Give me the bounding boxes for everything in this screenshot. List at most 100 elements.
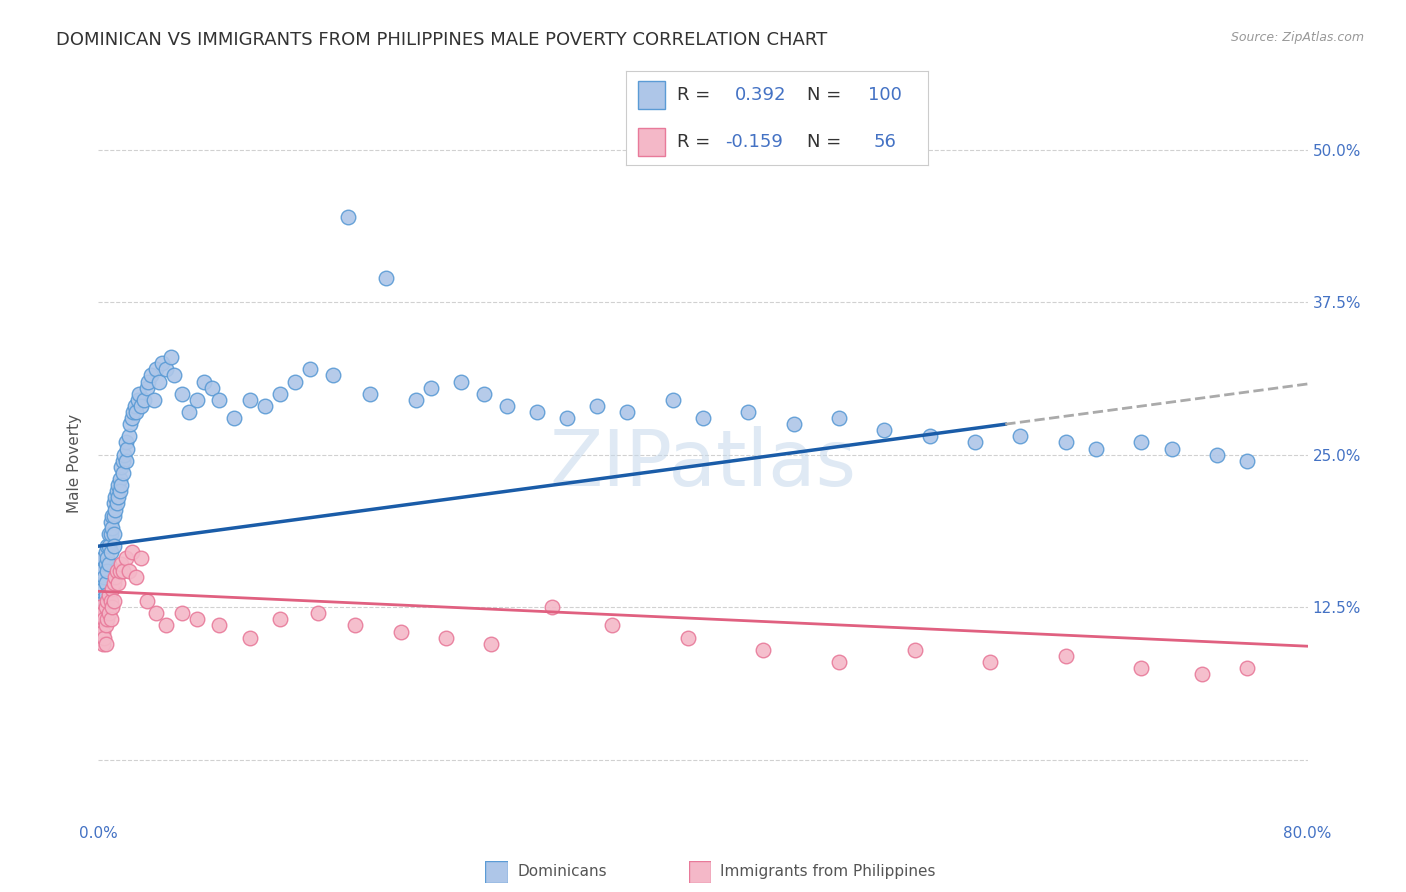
- Point: [141, 368, 163, 383]
- Point: [89, 600, 111, 615]
- Point: [120, 417, 142, 432]
- Point: [98, 588, 121, 602]
- Point: [96, 564, 118, 578]
- Point: [125, 405, 148, 419]
- Point: [91, 551, 114, 566]
- Point: [90, 618, 112, 632]
- Point: [163, 368, 186, 383]
- Point: [122, 405, 145, 419]
- Point: [121, 545, 143, 559]
- Point: [107, 575, 129, 590]
- Point: [450, 375, 472, 389]
- Point: [284, 375, 307, 389]
- Point: [253, 399, 276, 413]
- Point: [1191, 667, 1213, 681]
- Point: [389, 624, 412, 639]
- Point: [170, 607, 193, 621]
- Point: [93, 594, 115, 608]
- Point: [115, 442, 138, 456]
- Point: [114, 551, 136, 566]
- Text: N =: N =: [807, 133, 846, 151]
- Point: [128, 386, 150, 401]
- Point: [111, 564, 134, 578]
- Point: [405, 392, 427, 407]
- Text: Source: ZipAtlas.com: Source: ZipAtlas.com: [1230, 31, 1364, 45]
- Text: Immigrants from Philippines: Immigrants from Philippines: [720, 864, 935, 879]
- Text: ZIPatlas: ZIPatlas: [550, 425, 856, 502]
- Point: [94, 618, 117, 632]
- Point: [110, 478, 132, 492]
- Point: [101, 521, 124, 535]
- Point: [495, 399, 517, 413]
- Point: [103, 539, 125, 553]
- Point: [135, 594, 157, 608]
- Point: [105, 484, 128, 499]
- Point: [1236, 454, 1258, 468]
- Point: [737, 405, 759, 419]
- Point: [239, 631, 262, 645]
- Point: [98, 607, 121, 621]
- Point: [107, 478, 129, 492]
- Point: [186, 392, 208, 407]
- Point: [100, 515, 122, 529]
- Point: [186, 612, 208, 626]
- Point: [93, 612, 115, 626]
- Point: [661, 392, 683, 407]
- Point: [94, 588, 117, 602]
- Point: [143, 392, 166, 407]
- Point: [94, 637, 117, 651]
- Point: [208, 618, 231, 632]
- Point: [299, 362, 322, 376]
- Point: [472, 386, 495, 401]
- Point: [94, 545, 117, 559]
- Point: [828, 411, 851, 425]
- Point: [136, 375, 159, 389]
- Point: [108, 472, 131, 486]
- Point: [344, 618, 367, 632]
- Point: [602, 618, 624, 632]
- Point: [125, 569, 148, 583]
- Point: [1054, 648, 1077, 663]
- Point: [103, 594, 125, 608]
- Point: [336, 210, 359, 224]
- Point: [110, 459, 132, 474]
- Point: [155, 362, 177, 376]
- Point: [111, 466, 134, 480]
- Point: [100, 594, 122, 608]
- Point: [918, 429, 941, 443]
- Point: [752, 643, 775, 657]
- Point: [1206, 448, 1229, 462]
- Point: [93, 569, 115, 583]
- Point: [127, 392, 149, 407]
- Point: [112, 448, 135, 462]
- FancyBboxPatch shape: [638, 128, 665, 156]
- Point: [101, 508, 124, 523]
- Point: [90, 564, 112, 578]
- Point: [114, 435, 136, 450]
- Point: [135, 381, 157, 395]
- Point: [91, 582, 114, 596]
- Text: Dominicans: Dominicans: [517, 864, 607, 879]
- Point: [118, 564, 141, 578]
- Point: [100, 612, 122, 626]
- Point: [114, 454, 136, 468]
- Point: [118, 429, 141, 443]
- Point: [1054, 435, 1077, 450]
- Point: [110, 558, 132, 572]
- Text: DOMINICAN VS IMMIGRANTS FROM PHILIPPINES MALE POVERTY CORRELATION CHART: DOMINICAN VS IMMIGRANTS FROM PHILIPPINES…: [56, 31, 828, 49]
- Text: R =: R =: [678, 133, 716, 151]
- Point: [105, 564, 128, 578]
- Point: [129, 399, 152, 413]
- Point: [98, 539, 121, 553]
- Point: [555, 411, 578, 425]
- Point: [307, 607, 329, 621]
- Point: [374, 270, 396, 285]
- Point: [121, 411, 143, 425]
- Point: [105, 496, 128, 510]
- Point: [193, 375, 215, 389]
- Point: [101, 600, 124, 615]
- Y-axis label: Male Poverty: Male Poverty: [67, 414, 83, 514]
- Point: [103, 496, 125, 510]
- Point: [150, 356, 173, 370]
- Point: [692, 411, 714, 425]
